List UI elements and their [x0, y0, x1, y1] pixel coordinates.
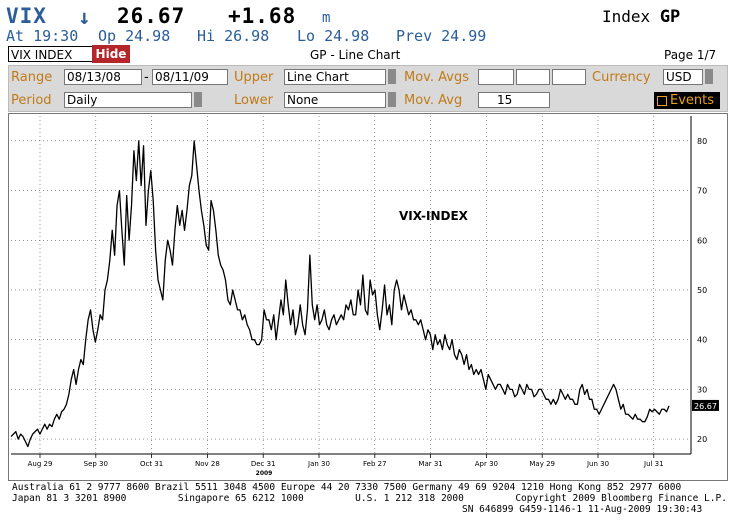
- y-tick-label: 50: [697, 286, 707, 295]
- currency-select[interactable]: USD: [663, 69, 703, 85]
- mov-avg-value-field[interactable]: 15: [478, 92, 550, 108]
- y-tick-label: 70: [697, 187, 707, 196]
- x-tick-label: Aug 29: [28, 460, 53, 468]
- series-line-vix: [10, 140, 670, 448]
- footer-session-info: SN 646899 G459-1146-1 11-Aug-2009 19:30:…: [462, 504, 703, 515]
- range-end-field[interactable]: 08/11/09: [152, 69, 228, 85]
- x-tick-label: Jan 30: [307, 460, 330, 468]
- mov-avg-field-2[interactable]: [516, 69, 550, 85]
- x-tick-label: May 29: [529, 460, 555, 468]
- y-tick-label: 60: [697, 236, 707, 245]
- change-marker: m: [322, 10, 331, 26]
- x-tick-label: Dec 31: [251, 460, 276, 468]
- year-label: 2009: [256, 470, 273, 477]
- mov-avg-field-1[interactable]: [478, 69, 514, 85]
- function-code: GP: [659, 7, 681, 27]
- events-checkbox-icon: [657, 95, 667, 106]
- function-label: Index GP: [602, 7, 680, 27]
- x-tick-label: Jun 30: [586, 460, 609, 468]
- last-price: 26.67: [117, 4, 186, 28]
- x-tick-label: Mar 31: [418, 460, 442, 468]
- x-tick-label: Jul 31: [643, 460, 664, 468]
- lower-select[interactable]: None: [284, 92, 386, 108]
- page-indicator: Page 1/7: [664, 48, 717, 62]
- ticker-symbol: VIX: [6, 4, 47, 28]
- y-tick-label: 20: [697, 435, 707, 444]
- currency-dropdown-grip[interactable]: [705, 69, 713, 84]
- last-value-label: 26.67: [694, 402, 717, 411]
- y-tick-label: 40: [697, 336, 707, 345]
- y-tick-label: 80: [697, 137, 707, 146]
- upper-dropdown-grip[interactable]: [388, 69, 396, 84]
- upper-label: Upper: [234, 70, 274, 85]
- lower-dropdown-grip[interactable]: [388, 92, 396, 107]
- upper-select[interactable]: Line Chart: [284, 69, 386, 85]
- currency-label: Currency: [592, 70, 651, 85]
- x-tick-label: Nov 28: [195, 460, 220, 468]
- index-label: Index: [602, 7, 651, 26]
- x-tick-label: Feb 27: [363, 460, 387, 468]
- mov-avgs-label: Mov. Avgs: [404, 70, 469, 85]
- range-dash: -: [144, 70, 149, 85]
- high-price: Hi 26.98: [197, 27, 270, 45]
- vix-line-chart: 20 30 40 50 60 70 80 Aug 29 Sep 30 Oct 31 Nov 28 De…: [10, 116, 719, 477]
- quote-time: At 19:30: [6, 27, 79, 45]
- price-change: +1.68: [228, 4, 297, 28]
- mov-avg-label: Mov. Avg: [404, 93, 463, 108]
- events-button[interactable]: Events: [654, 92, 720, 109]
- mov-avg-field-3[interactable]: [552, 69, 586, 85]
- security-field[interactable]: VIX INDEX: [8, 46, 94, 62]
- period-select[interactable]: Daily: [64, 92, 192, 108]
- x-tick-label: Apr 30: [475, 460, 498, 468]
- x-tick-label: Sep 30: [84, 460, 108, 468]
- prev-price: Prev 24.99: [396, 27, 487, 45]
- chart-area: 20 30 40 50 60 70 80 Aug 29 Sep 30 Oct 31 Nov 28 De…: [8, 113, 728, 481]
- down-arrow-icon: ↓: [78, 5, 92, 29]
- lower-label: Lower: [234, 93, 273, 108]
- hide-button[interactable]: Hide: [92, 45, 130, 63]
- range-start-field[interactable]: 08/13/08: [64, 69, 142, 85]
- open-price: Op 24.98: [98, 27, 171, 45]
- x-tick-label: Oct 31: [140, 460, 163, 468]
- last-value-box: [692, 399, 719, 411]
- y-tick-label: 30: [697, 385, 707, 394]
- chart-type-title: GP - Line Chart: [310, 48, 401, 62]
- footer-contacts-line2: Japan 81 3 3201 8900 Singapore 65 6212 1…: [12, 493, 727, 504]
- low-price: Lo 24.98: [297, 27, 370, 45]
- period-label: Period: [11, 93, 52, 108]
- footer-contacts-line1: Australia 61 2 9777 8600 Brazil 5511 304…: [12, 482, 682, 493]
- range-label: Range: [11, 70, 53, 85]
- period-dropdown-grip[interactable]: [194, 92, 202, 107]
- events-label: Events: [670, 93, 715, 108]
- chart-title: VIX-INDEX: [399, 209, 469, 223]
